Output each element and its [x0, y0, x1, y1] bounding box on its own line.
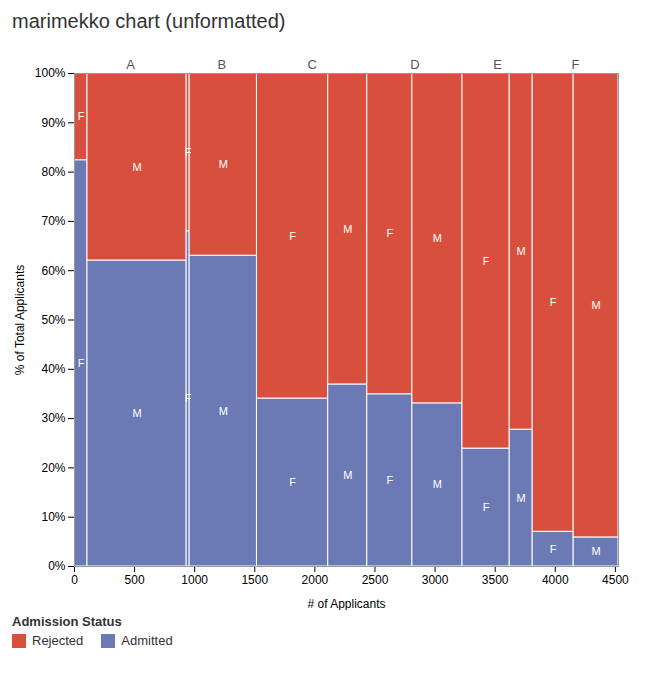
svg-text:M: M	[517, 492, 526, 504]
svg-text:F: F	[289, 230, 296, 242]
html-text:marimekko chart (unformatted): marimekko chart (unformatted)	[12, 10, 286, 32]
svg-text:M: M	[433, 232, 442, 244]
svg-text:50%: 50%	[41, 313, 65, 327]
svg-text:1500: 1500	[241, 573, 268, 587]
svg-text:E: E	[493, 57, 502, 72]
svg-text:100%: 100%	[35, 66, 66, 80]
svg-text:40%: 40%	[41, 362, 65, 376]
svg-text:# of Applicants: # of Applicants	[307, 597, 385, 611]
svg-text:30%: 30%	[41, 411, 65, 425]
svg-text:F: F	[78, 110, 85, 122]
svg-text:500: 500	[125, 573, 145, 587]
svg-text:% of Total Applicants: % of Total Applicants	[13, 265, 27, 376]
svg-text:0: 0	[71, 573, 78, 587]
svg-text:F: F	[78, 357, 85, 369]
svg-text:M: M	[219, 405, 228, 417]
svg-text:F: F	[572, 57, 580, 72]
svg-text:B: B	[217, 57, 226, 72]
svg-text:M: M	[591, 299, 600, 311]
svg-text:2000: 2000	[302, 573, 329, 587]
svg-text:1000: 1000	[181, 573, 208, 587]
svg-text:F: F	[386, 474, 393, 486]
svg-text:F: F	[483, 255, 490, 267]
svg-text:4000: 4000	[542, 573, 569, 587]
svg-text:M: M	[132, 161, 141, 173]
html-text:Admitted: Admitted	[121, 633, 173, 648]
svg-text:80%: 80%	[41, 165, 65, 179]
svg-text:4500: 4500	[602, 573, 629, 587]
svg-text:F: F	[483, 501, 490, 513]
svg-text:F: F	[185, 392, 192, 404]
svg-text:M: M	[343, 469, 352, 481]
svg-text:0%: 0%	[48, 559, 66, 573]
svg-text:M: M	[591, 545, 600, 557]
svg-text:60%: 60%	[41, 264, 65, 278]
svg-text:D: D	[410, 57, 419, 72]
svg-text:M: M	[219, 158, 228, 170]
html-text:Rejected: Rejected	[32, 633, 84, 648]
svg-text:70%: 70%	[41, 214, 65, 228]
svg-text:M: M	[433, 478, 442, 490]
svg-text:F: F	[185, 146, 192, 158]
svg-text:90%: 90%	[41, 116, 65, 130]
svg-text:3500: 3500	[482, 573, 509, 587]
html-text:Admission Status: Admission Status	[12, 614, 122, 629]
svg-text:20%: 20%	[41, 461, 65, 475]
svg-text:C: C	[307, 57, 316, 72]
svg-text:F: F	[550, 543, 557, 555]
svg-text:2500: 2500	[362, 573, 389, 587]
svg-text:F: F	[386, 227, 393, 239]
svg-text:3000: 3000	[422, 573, 449, 587]
svg-text:A: A	[126, 57, 135, 72]
svg-text:M: M	[517, 245, 526, 257]
svg-text:F: F	[289, 476, 296, 488]
svg-text:M: M	[343, 223, 352, 235]
svg-text:M: M	[132, 407, 141, 419]
svg-text:F: F	[550, 296, 557, 308]
svg-text:10%: 10%	[41, 510, 65, 524]
